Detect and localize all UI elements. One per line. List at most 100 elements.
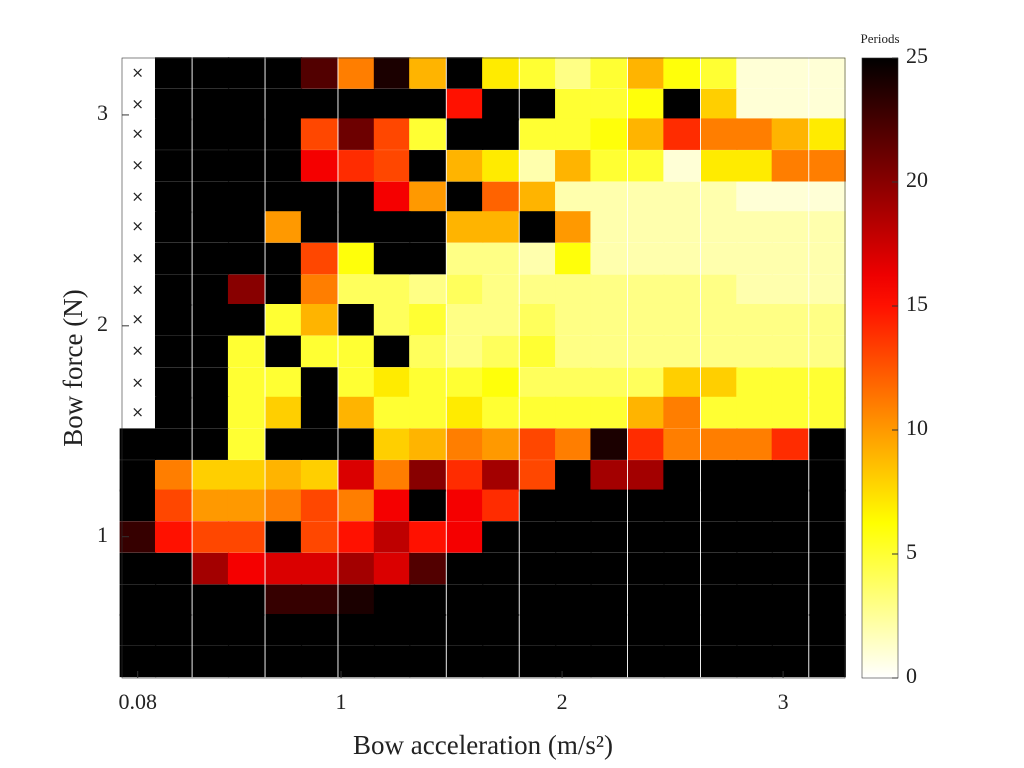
missing-cell xyxy=(119,211,157,243)
cell xyxy=(154,181,192,214)
cell xyxy=(771,181,809,214)
cell xyxy=(154,552,192,585)
cell xyxy=(154,428,192,460)
cell xyxy=(809,645,846,678)
cell xyxy=(482,645,519,678)
cell xyxy=(627,396,665,429)
cell xyxy=(809,181,846,214)
cell xyxy=(373,460,411,492)
cell xyxy=(771,242,809,275)
missing-cell xyxy=(119,367,157,399)
cell xyxy=(482,242,519,275)
cell xyxy=(809,367,846,399)
cell xyxy=(446,274,484,306)
cell xyxy=(700,118,738,150)
cell xyxy=(338,181,376,214)
cell xyxy=(338,303,376,336)
cell xyxy=(154,274,192,306)
cell xyxy=(192,181,230,214)
cell xyxy=(482,428,519,460)
cell xyxy=(627,613,665,646)
cell xyxy=(265,396,303,429)
cell xyxy=(300,367,338,399)
cell xyxy=(446,489,484,522)
cell xyxy=(338,274,376,306)
cell xyxy=(373,584,411,616)
cell xyxy=(373,428,411,460)
cell xyxy=(409,335,446,368)
cell xyxy=(338,150,376,182)
cell xyxy=(227,274,265,306)
cell xyxy=(409,613,446,646)
cell xyxy=(373,242,411,275)
cell xyxy=(700,335,738,368)
cell xyxy=(736,150,773,182)
cell xyxy=(663,396,701,429)
cell xyxy=(300,57,338,89)
cell xyxy=(519,57,557,89)
cell xyxy=(154,242,192,275)
cell xyxy=(736,118,773,150)
cell xyxy=(154,396,192,429)
colorbar-tick-label: 0 xyxy=(906,663,917,688)
cell xyxy=(519,88,557,121)
cell xyxy=(663,335,701,368)
heatmap-cells: × × × × × × × × × × × × xyxy=(119,57,846,678)
cell xyxy=(663,489,701,522)
cell xyxy=(227,489,265,522)
cell xyxy=(482,521,519,553)
missing-marker: × xyxy=(131,373,144,391)
missing-marker: × xyxy=(131,280,144,298)
cell xyxy=(736,181,773,214)
missing-marker: × xyxy=(131,188,144,206)
cell xyxy=(555,645,592,678)
cell xyxy=(590,645,628,678)
missing-cell xyxy=(119,118,157,150)
cell xyxy=(265,150,303,182)
cell xyxy=(227,303,265,336)
cell xyxy=(446,303,484,336)
cell xyxy=(227,552,265,585)
cell xyxy=(590,367,628,399)
cell xyxy=(446,57,484,89)
cell xyxy=(373,303,411,336)
cell xyxy=(519,584,557,616)
missing-cell xyxy=(119,335,157,368)
cell xyxy=(736,396,773,429)
cell xyxy=(590,211,628,243)
cell xyxy=(555,552,592,585)
missing-cell xyxy=(119,303,157,336)
x-tick-label: 2 xyxy=(557,689,568,714)
cell xyxy=(519,645,557,678)
cell xyxy=(338,521,376,553)
cell xyxy=(446,584,484,616)
plot-frame xyxy=(121,57,846,679)
cell xyxy=(809,150,846,182)
cell xyxy=(627,303,665,336)
cell xyxy=(373,367,411,399)
cell xyxy=(192,88,230,121)
cell xyxy=(663,150,701,182)
cell xyxy=(663,242,701,275)
cell xyxy=(809,211,846,243)
cell xyxy=(338,57,376,89)
cell xyxy=(663,521,701,553)
cell xyxy=(265,242,303,275)
cell xyxy=(409,521,446,553)
cell xyxy=(154,57,192,89)
cell xyxy=(192,367,230,399)
cell xyxy=(482,552,519,585)
cell xyxy=(663,88,701,121)
cell xyxy=(627,118,665,150)
cell xyxy=(265,274,303,306)
cell xyxy=(227,613,265,646)
cell xyxy=(446,150,484,182)
cell xyxy=(409,367,446,399)
cell xyxy=(300,150,338,182)
cell xyxy=(373,489,411,522)
cell xyxy=(555,428,592,460)
cell xyxy=(338,584,376,616)
cell xyxy=(265,88,303,121)
cell xyxy=(227,57,265,89)
cell xyxy=(519,335,557,368)
